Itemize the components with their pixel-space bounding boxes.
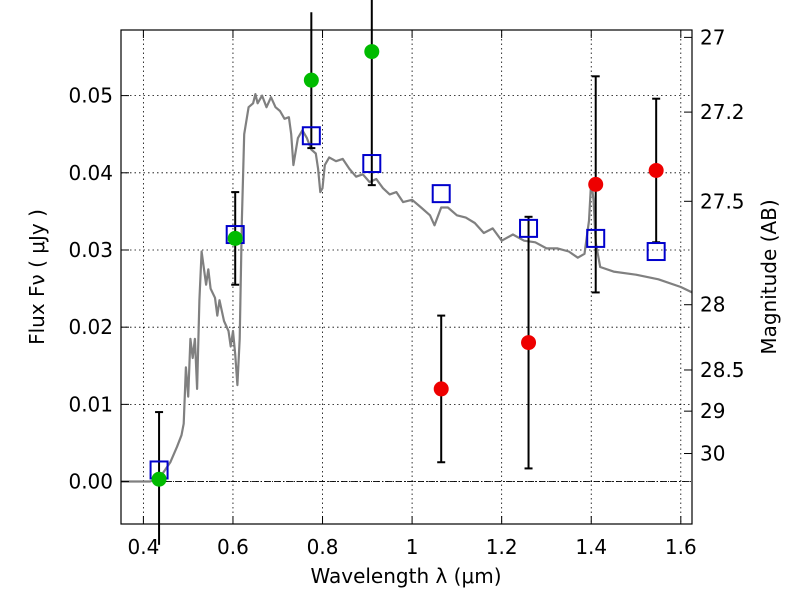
grid bbox=[121, 30, 692, 524]
model-point-square bbox=[586, 228, 606, 248]
x-tick-label: 1.4 bbox=[575, 535, 607, 559]
magnitude-tick-label: 29 bbox=[700, 399, 725, 423]
x-tick-label: 0.8 bbox=[307, 535, 339, 559]
y-tick-label: 0.05 bbox=[68, 84, 113, 108]
detection-point bbox=[227, 230, 243, 246]
y-axis-title: Flux Fν ( μJy ) bbox=[25, 209, 49, 345]
x-tick-label: 1.2 bbox=[486, 535, 518, 559]
magnitude-tick-label: 30 bbox=[700, 442, 725, 466]
detection-point bbox=[364, 44, 380, 60]
magnitude-axis-title: Magnitude (AB) bbox=[757, 199, 781, 354]
y-tick-label: 0.00 bbox=[68, 470, 113, 494]
y-tick-label: 0.01 bbox=[68, 392, 113, 416]
non-detection-point bbox=[588, 176, 604, 192]
x-tick-label: 0.6 bbox=[217, 535, 249, 559]
x-tick-label: 1 bbox=[406, 535, 419, 559]
error-bars bbox=[149, 0, 666, 545]
x-axis-title: Wavelength λ (μm) bbox=[310, 564, 501, 588]
magnitude-tick-label: 28 bbox=[700, 293, 725, 317]
model-spectrum-line bbox=[121, 93, 692, 483]
non-detection-point bbox=[433, 381, 449, 397]
magnitude-tick-label: 27 bbox=[700, 25, 725, 49]
x-tick-label: 1.6 bbox=[665, 535, 697, 559]
model-point-square bbox=[646, 242, 666, 262]
y-tick-label: 0.04 bbox=[68, 161, 113, 185]
model-point-square bbox=[362, 154, 382, 174]
non-detection-point bbox=[648, 162, 664, 178]
x-tick-label: 0.4 bbox=[127, 535, 159, 559]
detection-errorbar bbox=[367, 0, 376, 187]
y-tick-label: 0.02 bbox=[68, 315, 113, 339]
ticks: 0.4 0.6 0.8 1 1.2 1.4 1.6 0.00 0.01 0.02 0.03 0.04 0… bbox=[68, 25, 744, 559]
detection-point bbox=[303, 72, 319, 88]
model-point-square bbox=[519, 218, 539, 238]
magnitude-tick-label: 28.5 bbox=[700, 358, 745, 382]
plot-frame bbox=[120, 29, 693, 525]
magnitude-tick-label: 27.5 bbox=[700, 189, 745, 213]
non-detection-point bbox=[521, 335, 537, 351]
detection-point bbox=[151, 471, 167, 487]
model-point-square bbox=[431, 184, 451, 204]
plot-area bbox=[121, 93, 692, 483]
model-point-square bbox=[301, 126, 321, 146]
magnitude-tick-label: 27.2 bbox=[700, 100, 745, 124]
y-tick-label: 0.03 bbox=[68, 238, 113, 262]
